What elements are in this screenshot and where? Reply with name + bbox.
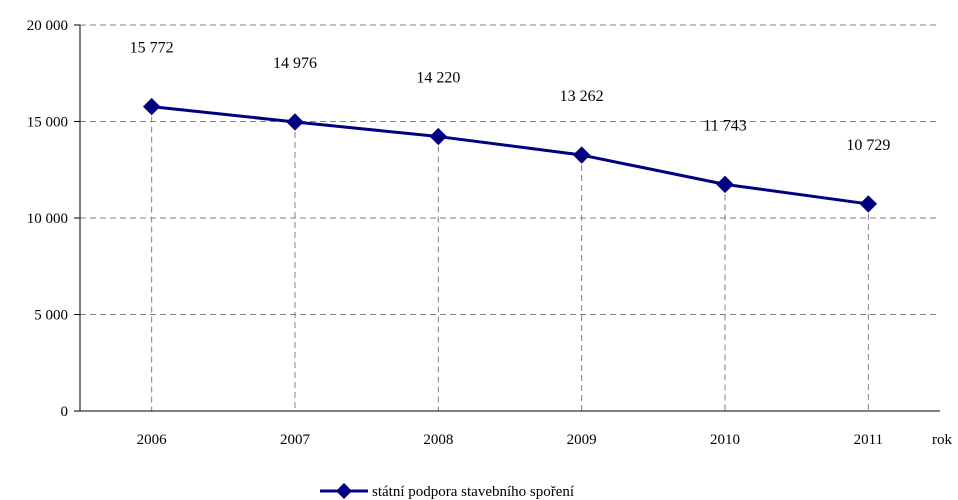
legend-marker-swatch [336,483,352,499]
y-tick-label: 5 000 [34,308,68,324]
x-tick-label: 2006 [137,432,168,448]
data-label: 13 262 [560,88,604,105]
data-label: 15 772 [130,40,174,57]
x-axis-tick-labels: 2006 2007 2008 2009 2010 2011 [137,432,883,448]
data-labels: 15 772 14 976 14 220 13 262 11 743 10 729 [130,40,891,154]
legend: státní podpora stavebního spoření [320,483,574,500]
gridlines [80,24,940,411]
y-tick-label: 20 000 [27,18,68,34]
data-point-marker [859,195,878,213]
legend-label: státní podpora stavebního spoření [372,484,574,500]
series [142,97,878,213]
data-label: 10 729 [846,137,890,154]
data-label: 14 976 [273,55,317,72]
y-tick-label: 0 [61,404,69,420]
x-tick-label: 2007 [280,432,311,448]
data-point-marker [429,127,448,146]
axes [74,24,940,412]
y-tick-label: 15 000 [27,115,68,131]
data-point-marker [286,113,304,131]
x-tick-label: 2011 [854,432,883,448]
x-tick-label: 2010 [710,432,740,448]
x-tick-label: 2009 [567,432,597,448]
data-point-marker [572,146,591,164]
x-axis-title: rok [932,432,952,448]
data-point-marker [716,175,734,194]
data-point-marker [142,97,161,116]
data-label: 14 220 [416,70,460,87]
y-tick-label: 10 000 [27,211,68,227]
x-tick-label: 2008 [423,432,453,448]
y-axis-tick-labels: 0 5 000 10 000 15 000 20 000 [27,18,68,420]
series-line [151,105,869,206]
data-label: 11 743 [703,117,746,134]
